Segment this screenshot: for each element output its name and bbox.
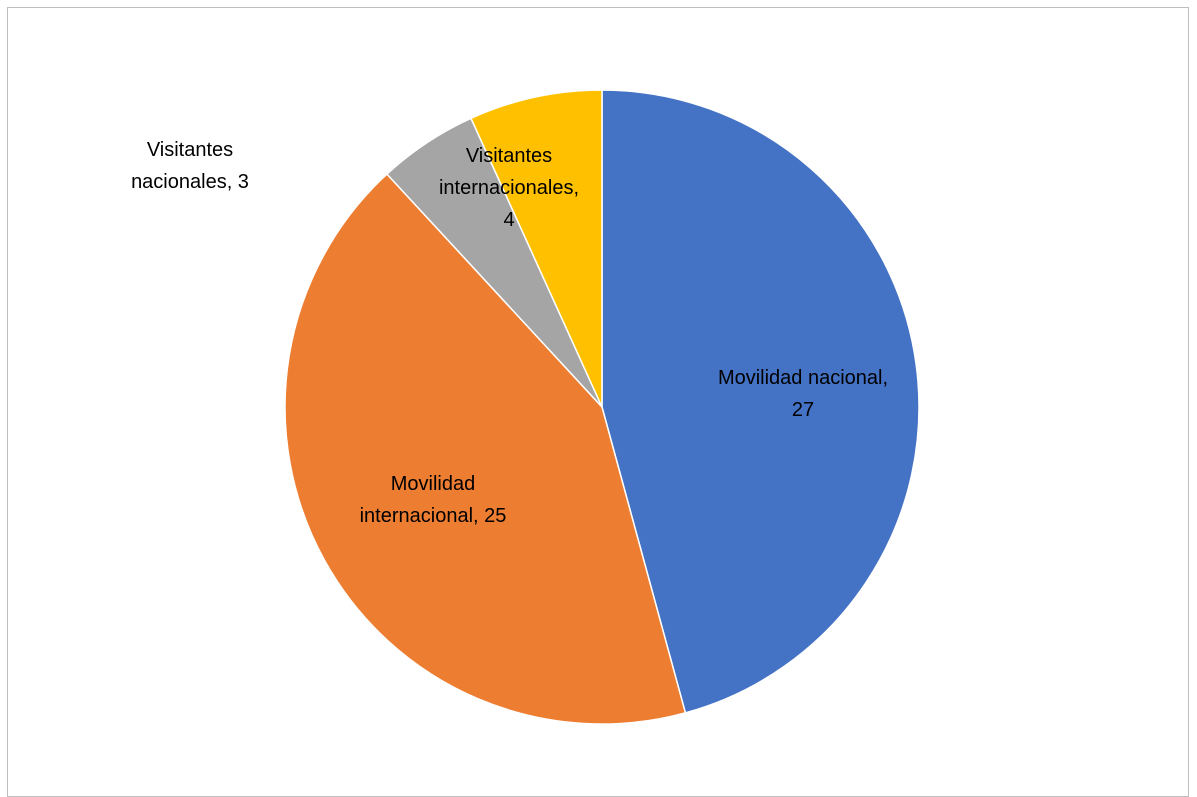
slice-label-line: internacional, 25 (360, 505, 507, 527)
slice-label-movilidad-internacional: Movilidad internacional, 25 (360, 473, 507, 527)
slice-label-line: 4 (503, 209, 514, 231)
slice-label-visitantes-nacionales: Visitantes nacionales, 3 (131, 139, 249, 193)
pie-slice-movilidad-nacional (601, 89, 920, 714)
slice-label-visitantes-internacionales: Visitantes internacionales, 4 (439, 145, 579, 231)
pie-labels: Movilidad nacional, 27 Movilidad internacio… (131, 139, 888, 527)
pie-slice-movilidad-internacional (284, 173, 687, 725)
pie-slices (284, 89, 920, 725)
slice-label-movilidad-nacional: Movilidad nacional, 27 (718, 367, 888, 421)
slice-label-line: Visitantes (466, 145, 552, 167)
slice-label-line: internacionales, (439, 177, 579, 199)
slice-label-line: nacionales, 3 (131, 171, 249, 193)
slice-label-line: Movilidad (391, 473, 475, 495)
slice-label-line: Visitantes (147, 139, 233, 161)
slice-label-line: Movilidad nacional, (718, 367, 888, 389)
slice-label-line: 27 (792, 399, 814, 421)
pie-slice-visitantes-internacionales (470, 89, 603, 408)
